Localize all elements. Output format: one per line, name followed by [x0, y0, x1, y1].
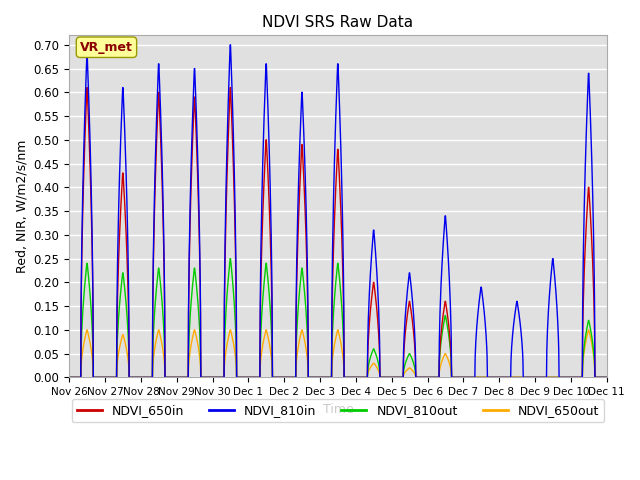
NDVI_810in [603, 374, 611, 380]
Line: NDVI_810in: NDVI_810in [69, 45, 607, 377]
NDVI_650out [108, 374, 115, 380]
NDVI_810in [65, 374, 73, 380]
NDVI_810in [304, 309, 312, 315]
NDVI_810out [294, 308, 302, 314]
NDVI_810in [294, 202, 302, 207]
Legend: NDVI_650in, NDVI_810in, NDVI_810out, NDVI_650out: NDVI_650in, NDVI_810in, NDVI_810out, NDV… [72, 399, 604, 422]
Title: NDVI SRS Raw Data: NDVI SRS Raw Data [262, 15, 413, 30]
NDVI_650in [371, 290, 379, 296]
NDVI_650in [304, 321, 312, 327]
NDVI_810in [108, 374, 115, 380]
NDVI_650in [603, 374, 611, 380]
NDVI_650out [371, 362, 379, 368]
NDVI_810out [65, 374, 73, 380]
NDVI_810out [304, 349, 312, 355]
NDVI_650out [129, 374, 136, 380]
NDVI_810out [108, 374, 115, 380]
NDVI_810in [227, 42, 234, 48]
NDVI_650in [83, 84, 91, 90]
NDVI_650out [294, 346, 302, 351]
NDVI_650out [315, 374, 323, 380]
NDVI_650in [315, 374, 323, 380]
NDVI_810in [315, 374, 323, 380]
NDVI_810in [129, 374, 136, 380]
NDVI_650out [83, 327, 91, 333]
Line: NDVI_650out: NDVI_650out [69, 330, 607, 377]
X-axis label: Time: Time [323, 403, 353, 416]
NDVI_810in [371, 244, 379, 250]
Text: VR_met: VR_met [80, 41, 133, 54]
NDVI_650out [304, 364, 312, 370]
NDVI_810out [315, 374, 323, 380]
NDVI_650in [65, 374, 73, 380]
Y-axis label: Red, NIR, W/m2/s/nm: Red, NIR, W/m2/s/nm [15, 140, 28, 273]
NDVI_810out [603, 374, 611, 380]
Line: NDVI_810out: NDVI_810out [69, 259, 607, 377]
NDVI_650in [108, 374, 115, 380]
NDVI_810out [129, 374, 136, 380]
NDVI_650out [65, 374, 73, 380]
NDVI_810out [227, 256, 234, 262]
NDVI_810out [371, 349, 379, 355]
NDVI_650out [603, 374, 611, 380]
NDVI_650in [294, 233, 302, 239]
Line: NDVI_650in: NDVI_650in [69, 87, 607, 377]
NDVI_650in [129, 374, 136, 380]
